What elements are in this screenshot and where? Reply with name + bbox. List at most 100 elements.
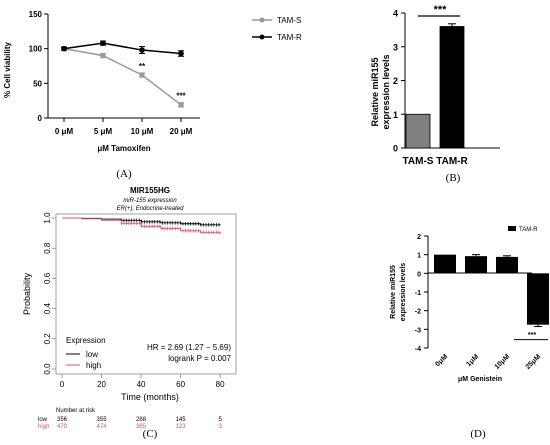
chart-a-legend: TAM-S TAM-R [252, 16, 302, 42]
risk-row-value: 474 [97, 424, 108, 430]
legend-label-tam-r: TAM-R [277, 33, 302, 42]
chart-c-hr-stat: HR = 2.69 (1.27 − 5.69) [147, 343, 231, 352]
legend-label-tam-s: TAM-S [277, 16, 301, 25]
risk-row-value: 3 [218, 424, 222, 430]
significance-marker: *** [528, 332, 536, 339]
chart-c-subtitle-2: ER(+), Endocrine-treated [117, 206, 185, 212]
chart-b-ytick-label: 4 [393, 9, 398, 19]
chart-c: MIR155HG miR-155 expression ER(+), Endoc… [22, 186, 237, 430]
chart-c-subtitle-1: miR-155 expression [123, 198, 177, 204]
chart-b-ylabel-line2: expression levels [381, 54, 391, 129]
bar-tam-s [405, 113, 431, 149]
chart-d-xlabel: μM Genistein [458, 376, 502, 383]
chart-c-xtick-label: 20 [97, 380, 106, 389]
chart-a-ylabel: % Cell viability [3, 41, 12, 98]
risk-row-value: 5 [218, 417, 222, 423]
risk-row-value: 479 [57, 424, 68, 430]
risk-table: Number at risk low 356 355 288 145 5 high 479 47… [38, 408, 222, 430]
chart-a-ytick-label: 0 [38, 114, 43, 123]
chart-c-plot-frame [55, 213, 237, 375]
chart-b: Relative miR155 expression levels 01234 … [370, 4, 500, 167]
chart-c-ylabel: Probability [22, 272, 32, 315]
significance-marker: *** [434, 4, 448, 16]
chart-d-legend-label: TAM-R [519, 227, 538, 233]
chart-c-xtick-label: 60 [176, 380, 185, 389]
series-line-tam-r [63, 42, 182, 55]
chart-c-xlabel: Time (months) [121, 392, 179, 402]
chart-b-ytick-label: 2 [393, 76, 398, 86]
chart-d-ytick-label: 0 [417, 271, 421, 278]
data-point-tam-s [100, 53, 106, 59]
chart-a-xtick-label: 20 μM [170, 127, 193, 136]
chart-b-ylabel-line1: Relative miR155 [370, 57, 380, 126]
chart-c-ytick-label: 0.8 [43, 242, 52, 254]
risk-row-value: 356 [57, 417, 68, 423]
chart-d-legend-swatch [508, 226, 516, 231]
panel-label-d: (D) [470, 428, 486, 440]
data-point-tam-r [61, 45, 67, 52]
risk-row-value: 288 [136, 417, 147, 423]
chart-d-ytick-label: -4 [415, 346, 421, 353]
chart-a: % Cell viability 0 50 100 150 0 μM 5 μM 10 μM… [3, 10, 302, 153]
data-point-tam-s [139, 72, 145, 78]
bar-tam-r [439, 26, 465, 149]
chart-d: Relative miR155 expression levels 2 1 0 -1 -… [390, 226, 549, 383]
risk-row-value: 123 [176, 424, 187, 430]
chart-c-ytick-label: 0.6 [43, 272, 52, 284]
risk-row-value: 355 [97, 417, 108, 423]
chart-b-ytick-label: 1 [393, 110, 398, 120]
data-point-tam-s [178, 102, 184, 108]
chart-d-ylabel-line2: expression levels [400, 263, 407, 321]
panel-label-b: (B) [446, 172, 461, 184]
chart-d-ytick-label: 1 [417, 253, 421, 260]
chart-a-xtick-label: 0 μM [55, 127, 74, 136]
bar-10-m [496, 256, 518, 274]
chart-b-xtick-label: TAM-R [436, 156, 468, 167]
chart-b-xtick-label: TAM-S [403, 156, 434, 167]
chart-c-ytick-label: 0.2 [43, 333, 52, 345]
chart-b-ytick-label: 3 [393, 42, 398, 52]
data-point-tam-r [100, 40, 106, 46]
data-point-tam-r [178, 50, 184, 57]
chart-d-xtick-label: 0μM [434, 353, 449, 368]
chart-a-xtick-label: 10 μM [131, 127, 154, 136]
risk-row-label: high [38, 424, 49, 430]
risk-row-label: low [38, 417, 48, 423]
legend-marker-tam-s [259, 17, 265, 23]
chart-d-ytick-label: -3 [415, 327, 421, 334]
chart-d-ylabel-line1: Relative miR155 [390, 265, 397, 319]
risk-row-value: 365 [136, 424, 147, 430]
legend-label-low: low [86, 350, 98, 359]
bar-1-m [465, 256, 487, 274]
bar-0-m [434, 254, 456, 274]
chart-a-ytick-label: 100 [29, 45, 43, 54]
chart-a-ytick-label: 150 [29, 10, 43, 19]
km-curve-high [62, 217, 221, 234]
chart-d-ytick-label: -2 [415, 309, 421, 316]
chart-c-legend-title: Expression [66, 336, 106, 345]
chart-d-xtick-label: 10μM [494, 353, 512, 371]
series-line-tam-s [63, 47, 182, 106]
chart-c-xtick-label: 80 [216, 380, 225, 389]
chart-d-xtick-label: 1μM [465, 353, 480, 368]
chart-a-xtick-label: 5 μM [94, 127, 113, 136]
panel-label-c: (C) [143, 428, 158, 440]
legend-marker-tam-r [259, 34, 265, 40]
panel-label-a: (A) [116, 168, 132, 180]
significance-marker: *** [176, 92, 186, 101]
chart-a-xlabel: μM Tamoxifen [97, 144, 150, 153]
chart-a-ytick-label: 50 [33, 79, 42, 88]
chart-c-xtick-label: 40 [137, 380, 146, 389]
bar-25-m [527, 273, 549, 325]
legend-label-high: high [86, 361, 101, 370]
chart-c-xtick-label: 0 [60, 380, 65, 389]
chart-c-ytick-label: 0.0 [43, 363, 52, 375]
chart-c-logrank-stat: logrank P = 0.007 [168, 354, 231, 363]
chart-d-ytick-label: 2 [417, 234, 421, 241]
chart-c-ytick-label: 1.0 [43, 212, 52, 224]
risk-table-title: Number at risk [56, 408, 96, 414]
chart-c-title: MIR155HG [130, 186, 170, 195]
chart-d-xtick-label: 25μM [525, 353, 543, 371]
chart-c-legend: Expression low high [66, 336, 106, 370]
